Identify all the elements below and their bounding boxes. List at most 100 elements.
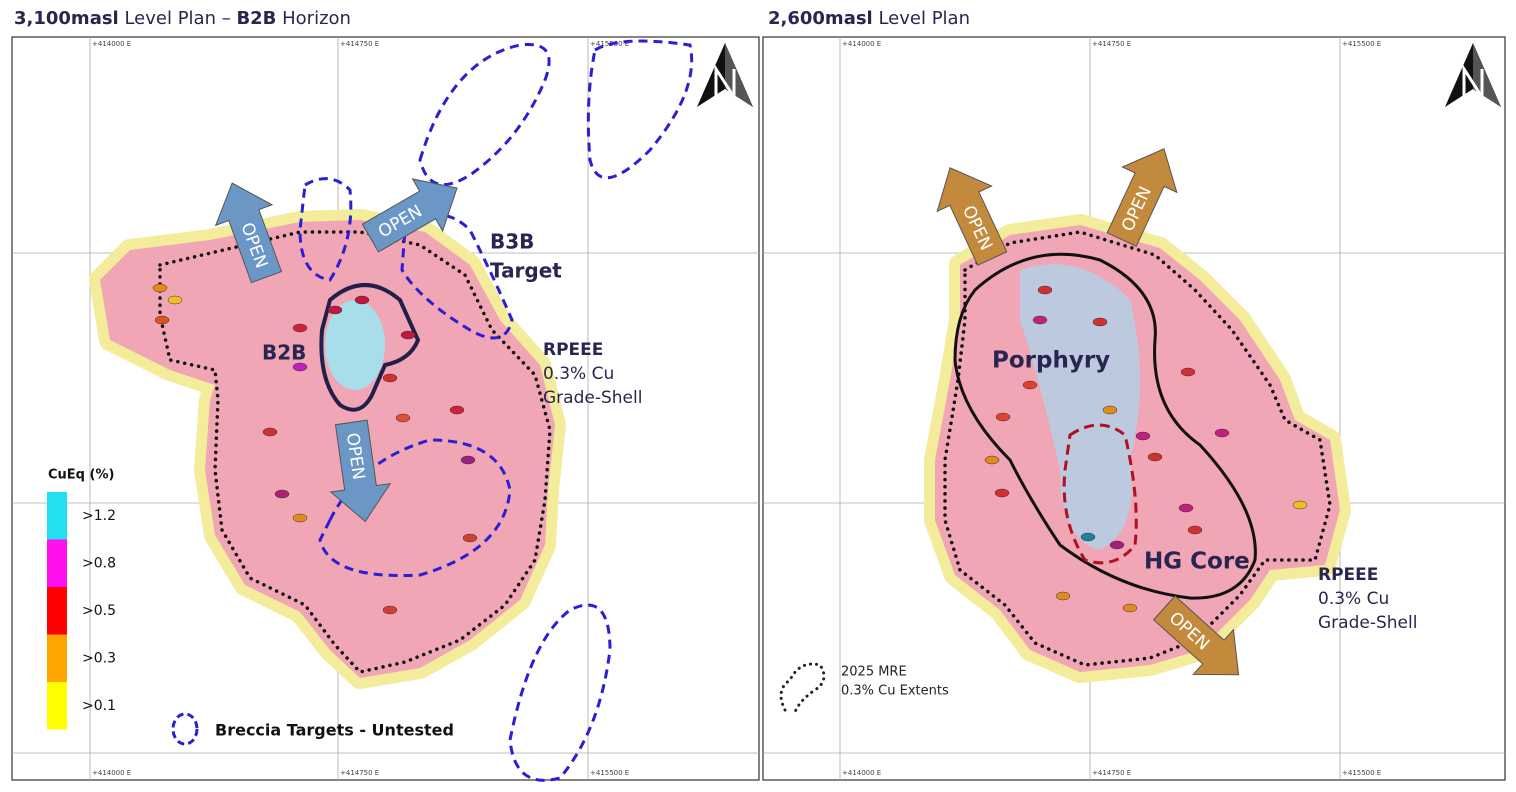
- drill-hole: [460, 455, 476, 465]
- open-arrow: OPEN: [214, 182, 283, 284]
- breccia-target: [400, 213, 514, 340]
- label: +414000 E: [842, 769, 881, 777]
- drill-hole: [1214, 428, 1230, 438]
- label: >0.8: [82, 556, 116, 572]
- breccia-target: [418, 42, 551, 186]
- open-arrow: OPEN: [329, 419, 392, 523]
- label: 0.3% Cu: [543, 364, 614, 384]
- label: +414750 E: [1092, 769, 1131, 777]
- drill-hole: [154, 315, 170, 325]
- drill-hole: [395, 413, 411, 423]
- drill-hole: [382, 605, 398, 615]
- high-grade-zone: [325, 300, 385, 390]
- drill-hole: [1180, 367, 1196, 377]
- breccia-legend-symbol: [171, 712, 199, 746]
- label: Grade-Shell: [1318, 613, 1417, 633]
- title-part: Horizon: [276, 8, 351, 29]
- drill-hole: [1292, 500, 1308, 510]
- drill-hole: [1187, 525, 1203, 535]
- drill-hole: [1092, 317, 1108, 327]
- north-arrow: [697, 43, 753, 107]
- label: >0.5: [82, 603, 116, 619]
- label: +414750 E: [340, 769, 379, 777]
- drill-hole: [449, 405, 465, 415]
- b2b-outline: [319, 283, 421, 412]
- label: +415500 E: [1342, 769, 1381, 777]
- legend-swatch: [47, 587, 67, 635]
- high-grade-zone: [1020, 264, 1140, 550]
- label: B3B: [490, 230, 534, 254]
- drill-hole: [1135, 431, 1151, 441]
- drill-hole: [400, 330, 416, 340]
- drill-hole: [994, 488, 1010, 498]
- hg-core-outline: [1062, 423, 1138, 565]
- drill-hole: [1102, 405, 1118, 415]
- legend-swatch: [47, 682, 67, 730]
- drill-hole: [382, 373, 398, 383]
- drill-hole: [292, 323, 308, 333]
- label: HG Core: [1144, 549, 1250, 575]
- drill-hole: [292, 362, 308, 372]
- label: >1.2: [82, 508, 116, 524]
- label: >0.3: [82, 651, 116, 667]
- label: +414750 E: [1092, 40, 1131, 48]
- drill-hole: [995, 412, 1011, 422]
- label: +415500 E: [1342, 40, 1381, 48]
- title-part: 2,600masl: [768, 8, 873, 29]
- breccia-target: [586, 39, 694, 180]
- arrow-shape: [1152, 595, 1240, 676]
- label: +414750 E: [340, 40, 379, 48]
- drill-hole: [152, 283, 168, 293]
- drill-hole: [984, 455, 1000, 465]
- porphyry-outline: [953, 252, 1257, 600]
- mre-legend-symbol: [779, 662, 826, 714]
- breccia-target: [298, 177, 353, 282]
- label: 2025 MRE: [841, 665, 907, 680]
- drill-hole: [1122, 603, 1138, 613]
- drill-hole: [1055, 591, 1071, 601]
- label: Target: [490, 259, 562, 283]
- drill-hole: [462, 533, 478, 543]
- north-letter: [714, 63, 736, 103]
- label: 0.3% Cu Extents: [841, 684, 949, 699]
- title-part: Level Plan –: [119, 8, 237, 29]
- arrow-shape: [214, 182, 283, 284]
- drill-hole: [354, 295, 370, 305]
- arrow-shape: [329, 419, 392, 523]
- title-part: Level Plan: [873, 8, 970, 29]
- legend-swatch: [47, 634, 67, 682]
- drill-hole: [1178, 503, 1194, 513]
- label: +414000 E: [92, 769, 131, 777]
- label: Breccia Targets - Untested: [215, 721, 454, 740]
- north-arrow-shape: [1473, 43, 1501, 107]
- drill-hole: [1032, 315, 1048, 325]
- breccia-target: [508, 603, 612, 782]
- drill-hole: [167, 295, 183, 305]
- north-arrow: [1445, 43, 1501, 107]
- drill-hole: [1080, 532, 1096, 542]
- breccia-target: [318, 438, 512, 578]
- arrow-shape: [936, 167, 1008, 266]
- label: +414000 E: [842, 40, 881, 48]
- label: Grade-Shell: [543, 388, 642, 408]
- drill-hole: [262, 427, 278, 437]
- label: RPEEE: [1318, 565, 1378, 585]
- right-title: 2,600masl Level Plan: [768, 8, 970, 29]
- drill-hole: [274, 489, 290, 499]
- label: Porphyry: [992, 348, 1110, 374]
- label: B2B: [262, 341, 306, 365]
- north-arrow-shape: [725, 43, 753, 107]
- drill-hole: [1037, 285, 1053, 295]
- legend-swatch: [47, 539, 67, 587]
- left-title: 3,100masl Level Plan – B2B Horizon: [14, 8, 351, 29]
- arrow-shape: [361, 178, 458, 253]
- drill-hole: [1109, 540, 1125, 550]
- drill-hole: [1147, 452, 1163, 462]
- label: 0.3% Cu: [1318, 589, 1389, 609]
- drill-hole: [1022, 380, 1038, 390]
- arrow-shape: [1106, 148, 1178, 247]
- label: RPEEE: [543, 340, 603, 360]
- legend-swatch: [47, 492, 67, 540]
